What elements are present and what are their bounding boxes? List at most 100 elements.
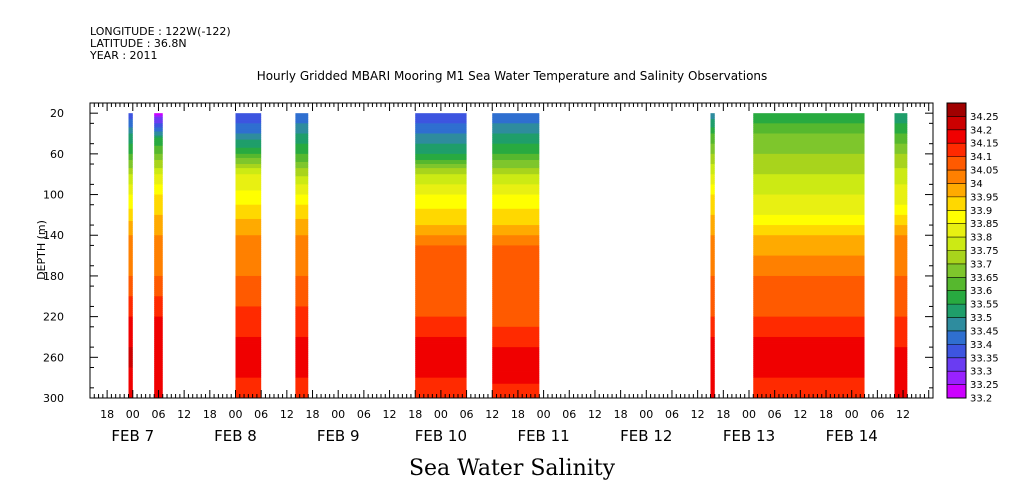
salinity-cell — [154, 377, 163, 381]
salinity-cell — [128, 322, 133, 326]
salinity-cell — [710, 391, 715, 395]
salinity-cell — [753, 127, 865, 130]
salinity-cell — [894, 245, 908, 248]
salinity-cell — [128, 227, 133, 230]
salinity-cell — [154, 155, 163, 159]
salinity-cell — [154, 117, 163, 120]
salinity-cell — [128, 334, 133, 338]
salinity-cell — [154, 141, 163, 145]
salinity-cell — [128, 192, 133, 195]
salinity-cell — [894, 286, 908, 289]
salinity-cell — [710, 127, 715, 130]
salinity-cell — [415, 357, 467, 360]
salinity-cell — [710, 131, 715, 134]
salinity-cell — [295, 263, 309, 267]
x-hour-label: 00 — [434, 408, 448, 421]
salinity-cell — [415, 214, 467, 218]
salinity-cell — [753, 280, 865, 283]
salinity-cell — [415, 172, 467, 175]
salinity-cell — [295, 273, 309, 277]
colorbar-label: 33.2 — [970, 394, 992, 405]
salinity-cell — [235, 269, 262, 273]
salinity-cell — [894, 170, 908, 173]
salinity-cell — [295, 343, 309, 346]
salinity-cell — [492, 259, 540, 263]
salinity-cell — [295, 369, 309, 372]
salinity-cell — [128, 277, 133, 281]
latitude-label: LATITUDE : 36.8N — [90, 37, 187, 50]
salinity-cell — [492, 387, 540, 391]
salinity-cell — [154, 133, 163, 136]
salinity-cell — [753, 192, 865, 195]
salinity-cell — [753, 324, 865, 328]
salinity-cell — [128, 178, 133, 181]
salinity-cell — [710, 334, 715, 338]
salinity-cell — [295, 318, 309, 322]
salinity-cell — [753, 339, 865, 342]
salinity-cell — [295, 347, 309, 350]
salinity-cell — [295, 172, 309, 175]
salinity-cell — [295, 225, 309, 228]
salinity-cell — [710, 194, 715, 197]
salinity-cell — [235, 180, 262, 183]
salinity-cell — [415, 243, 467, 246]
salinity-cell — [710, 147, 715, 151]
salinity-cell — [235, 157, 262, 161]
salinity-cell — [415, 387, 467, 391]
salinity-cell — [128, 296, 133, 299]
salinity-cell — [154, 332, 163, 336]
salinity-cell — [128, 247, 133, 250]
salinity-cell — [415, 162, 467, 165]
salinity-cell — [235, 231, 262, 234]
salinity-cell — [128, 316, 133, 320]
colorbar-swatch — [947, 143, 966, 157]
salinity-cell — [492, 237, 540, 240]
salinity-cell — [710, 143, 715, 147]
salinity-cell — [492, 198, 540, 202]
salinity-cell — [710, 245, 715, 248]
salinity-cell — [894, 214, 908, 218]
salinity-cell — [753, 269, 865, 273]
salinity-cell — [753, 320, 865, 324]
colorbar-label: 33.3 — [970, 367, 992, 378]
salinity-cell — [753, 218, 865, 222]
x-hour-label: 12 — [691, 408, 705, 421]
salinity-cell — [415, 385, 467, 389]
salinity-cell — [710, 371, 715, 374]
salinity-cell — [753, 119, 865, 122]
salinity-cell — [235, 261, 262, 265]
salinity-cell — [415, 312, 467, 315]
salinity-cell — [295, 174, 309, 177]
salinity-cell — [295, 282, 309, 285]
salinity-cell — [295, 253, 309, 256]
salinity-cell — [128, 257, 133, 261]
salinity-cell — [128, 166, 133, 169]
salinity-cell — [492, 385, 540, 389]
salinity-cell — [894, 202, 908, 206]
salinity-cell — [753, 341, 865, 344]
salinity-cell — [415, 247, 467, 250]
salinity-cell — [710, 347, 715, 350]
salinity-cell — [235, 194, 262, 197]
salinity-cell — [154, 227, 163, 230]
salinity-cell — [753, 369, 865, 372]
salinity-cell — [492, 121, 540, 124]
salinity-cell — [710, 318, 715, 322]
salinity-cell — [753, 239, 865, 242]
salinity-cell — [295, 286, 309, 289]
salinity-cell — [710, 237, 715, 240]
salinity-cell — [415, 269, 467, 273]
salinity-cell — [710, 151, 715, 155]
salinity-cell — [492, 249, 540, 252]
salinity-cell — [235, 355, 262, 358]
colorbar-label: 33.25 — [970, 380, 999, 391]
salinity-cell — [154, 298, 163, 301]
salinity-cell — [894, 151, 908, 155]
salinity-cell — [235, 341, 262, 344]
salinity-cell — [295, 182, 309, 185]
colorbar-label: 34.2 — [970, 125, 992, 136]
salinity-cell — [128, 188, 133, 191]
colorbar-swatch — [947, 170, 966, 184]
salinity-cell — [154, 210, 163, 214]
salinity-cell — [710, 249, 715, 252]
